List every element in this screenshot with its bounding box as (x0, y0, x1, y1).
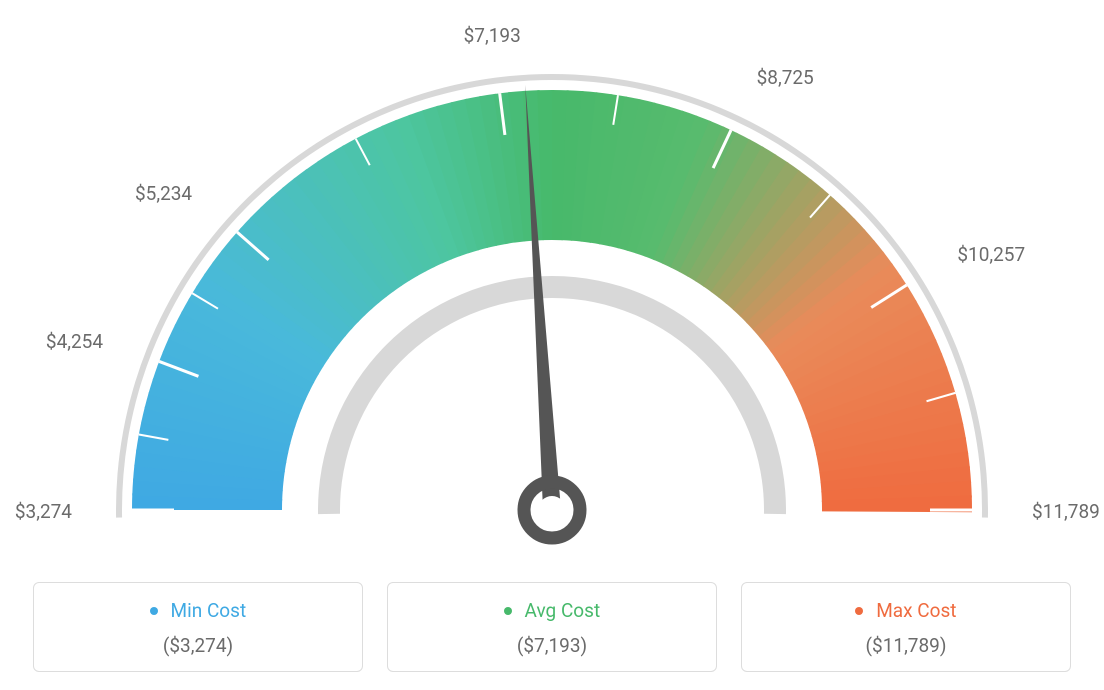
gauge-tick-label: $8,725 (757, 66, 814, 89)
gauge-tick-label: $10,257 (957, 243, 1025, 266)
gauge-tick-label: $4,254 (33, 330, 103, 353)
summary-row: Min Cost ($3,274) Avg Cost ($7,193) Max … (0, 582, 1104, 672)
gauge-tick-label: $7,193 (457, 24, 527, 47)
max-cost-card: Max Cost ($11,789) (741, 582, 1071, 672)
min-title-text: Min Cost (171, 599, 247, 622)
max-cost-title: Max Cost (742, 599, 1070, 622)
max-cost-value: ($11,789) (742, 634, 1070, 657)
min-dot-icon (150, 607, 158, 615)
min-cost-title: Min Cost (34, 599, 362, 622)
gauge-tick-label: $11,789 (1032, 500, 1100, 523)
gauge-chart: $3,274 $4,254 $5,234 $7,193 $8,725 $10,257 $11… (0, 0, 1104, 560)
gauge-tick-label: $3,274 (2, 500, 72, 523)
min-cost-value: ($3,274) (34, 634, 362, 657)
gauge-tick-label: $5,234 (122, 182, 192, 205)
avg-cost-title: Avg Cost (388, 599, 716, 622)
min-cost-card: Min Cost ($3,274) (33, 582, 363, 672)
gauge-svg (52, 50, 1052, 570)
max-dot-icon (855, 607, 863, 615)
avg-dot-icon (504, 607, 512, 615)
avg-cost-card: Avg Cost ($7,193) (387, 582, 717, 672)
max-title-text: Max Cost (876, 599, 956, 622)
avg-cost-value: ($7,193) (388, 634, 716, 657)
avg-title-text: Avg Cost (525, 599, 601, 622)
